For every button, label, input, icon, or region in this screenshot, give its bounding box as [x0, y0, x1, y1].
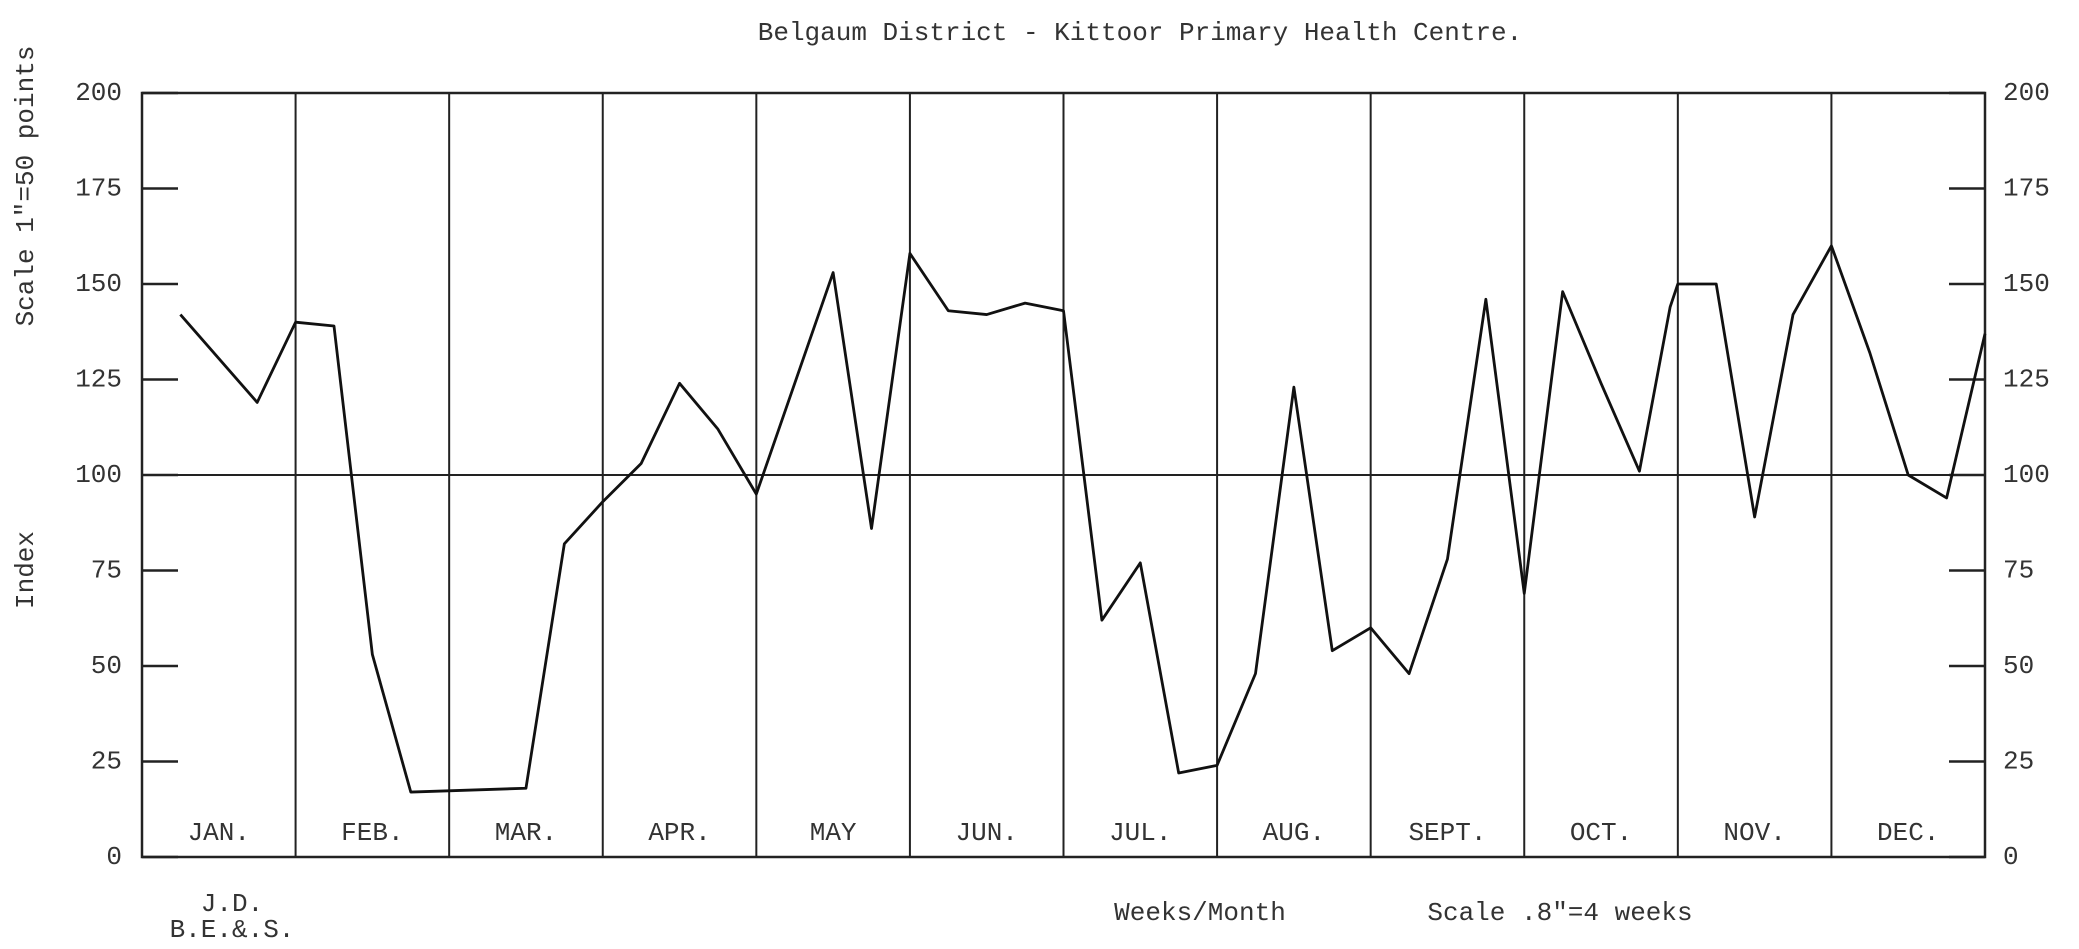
y-axis-label: Index: [11, 531, 41, 609]
data-line: [179, 244, 1987, 794]
signature: J.D.: [201, 889, 263, 919]
y-tick-label: 200: [75, 78, 122, 108]
x-tick-label: DEC.: [1877, 818, 1939, 848]
x-tick-label: SEPT.: [1408, 818, 1486, 848]
y-tick-label: 75: [91, 555, 122, 585]
x-tick-label: JAN.: [188, 818, 250, 848]
y-tick-label: 25: [91, 746, 122, 776]
y2-tick-label: 125: [2003, 364, 2050, 394]
y-tick-label: 150: [75, 269, 122, 299]
y2-tick-label: 100: [2003, 460, 2050, 490]
x-tick-label: NOV.: [1723, 818, 1785, 848]
x-tick-label: FEB.: [341, 818, 403, 848]
x-axis-label: Weeks/Month: [1114, 898, 1286, 928]
x-tick-label: APR.: [648, 818, 710, 848]
y2-tick-label: 50: [2003, 651, 2034, 681]
y2-tick-label: 150: [2003, 269, 2050, 299]
x-scale-note: Scale .8"=4 weeks: [1427, 898, 1692, 928]
chart-title: Belgaum District - Kittoor Primary Healt…: [758, 18, 1523, 48]
x-tick-label: JUN.: [955, 818, 1017, 848]
y2-tick-label: 175: [2003, 173, 2050, 203]
y-tick-label: 100: [75, 460, 122, 490]
x-tick-label: MAR.: [495, 818, 557, 848]
x-tick-label: JUL.: [1109, 818, 1171, 848]
y2-tick-label: 75: [2003, 555, 2034, 585]
y-tick-label: 0: [106, 842, 122, 872]
y2-tick-label: 25: [2003, 746, 2034, 776]
x-tick-label: OCT.: [1570, 818, 1632, 848]
y-tick-label: 175: [75, 173, 122, 203]
x-tick-label: MAY: [810, 818, 857, 848]
y2-tick-label: 0: [2003, 842, 2019, 872]
signature: B.E.&.S.: [170, 915, 295, 945]
y-axis-scale-label: Scale 1"=50 points: [11, 46, 41, 327]
y2-tick-label: 200: [2003, 78, 2050, 108]
y-tick-label: 50: [91, 651, 122, 681]
x-tick-label: AUG.: [1263, 818, 1325, 848]
y-tick-label: 125: [75, 364, 122, 394]
